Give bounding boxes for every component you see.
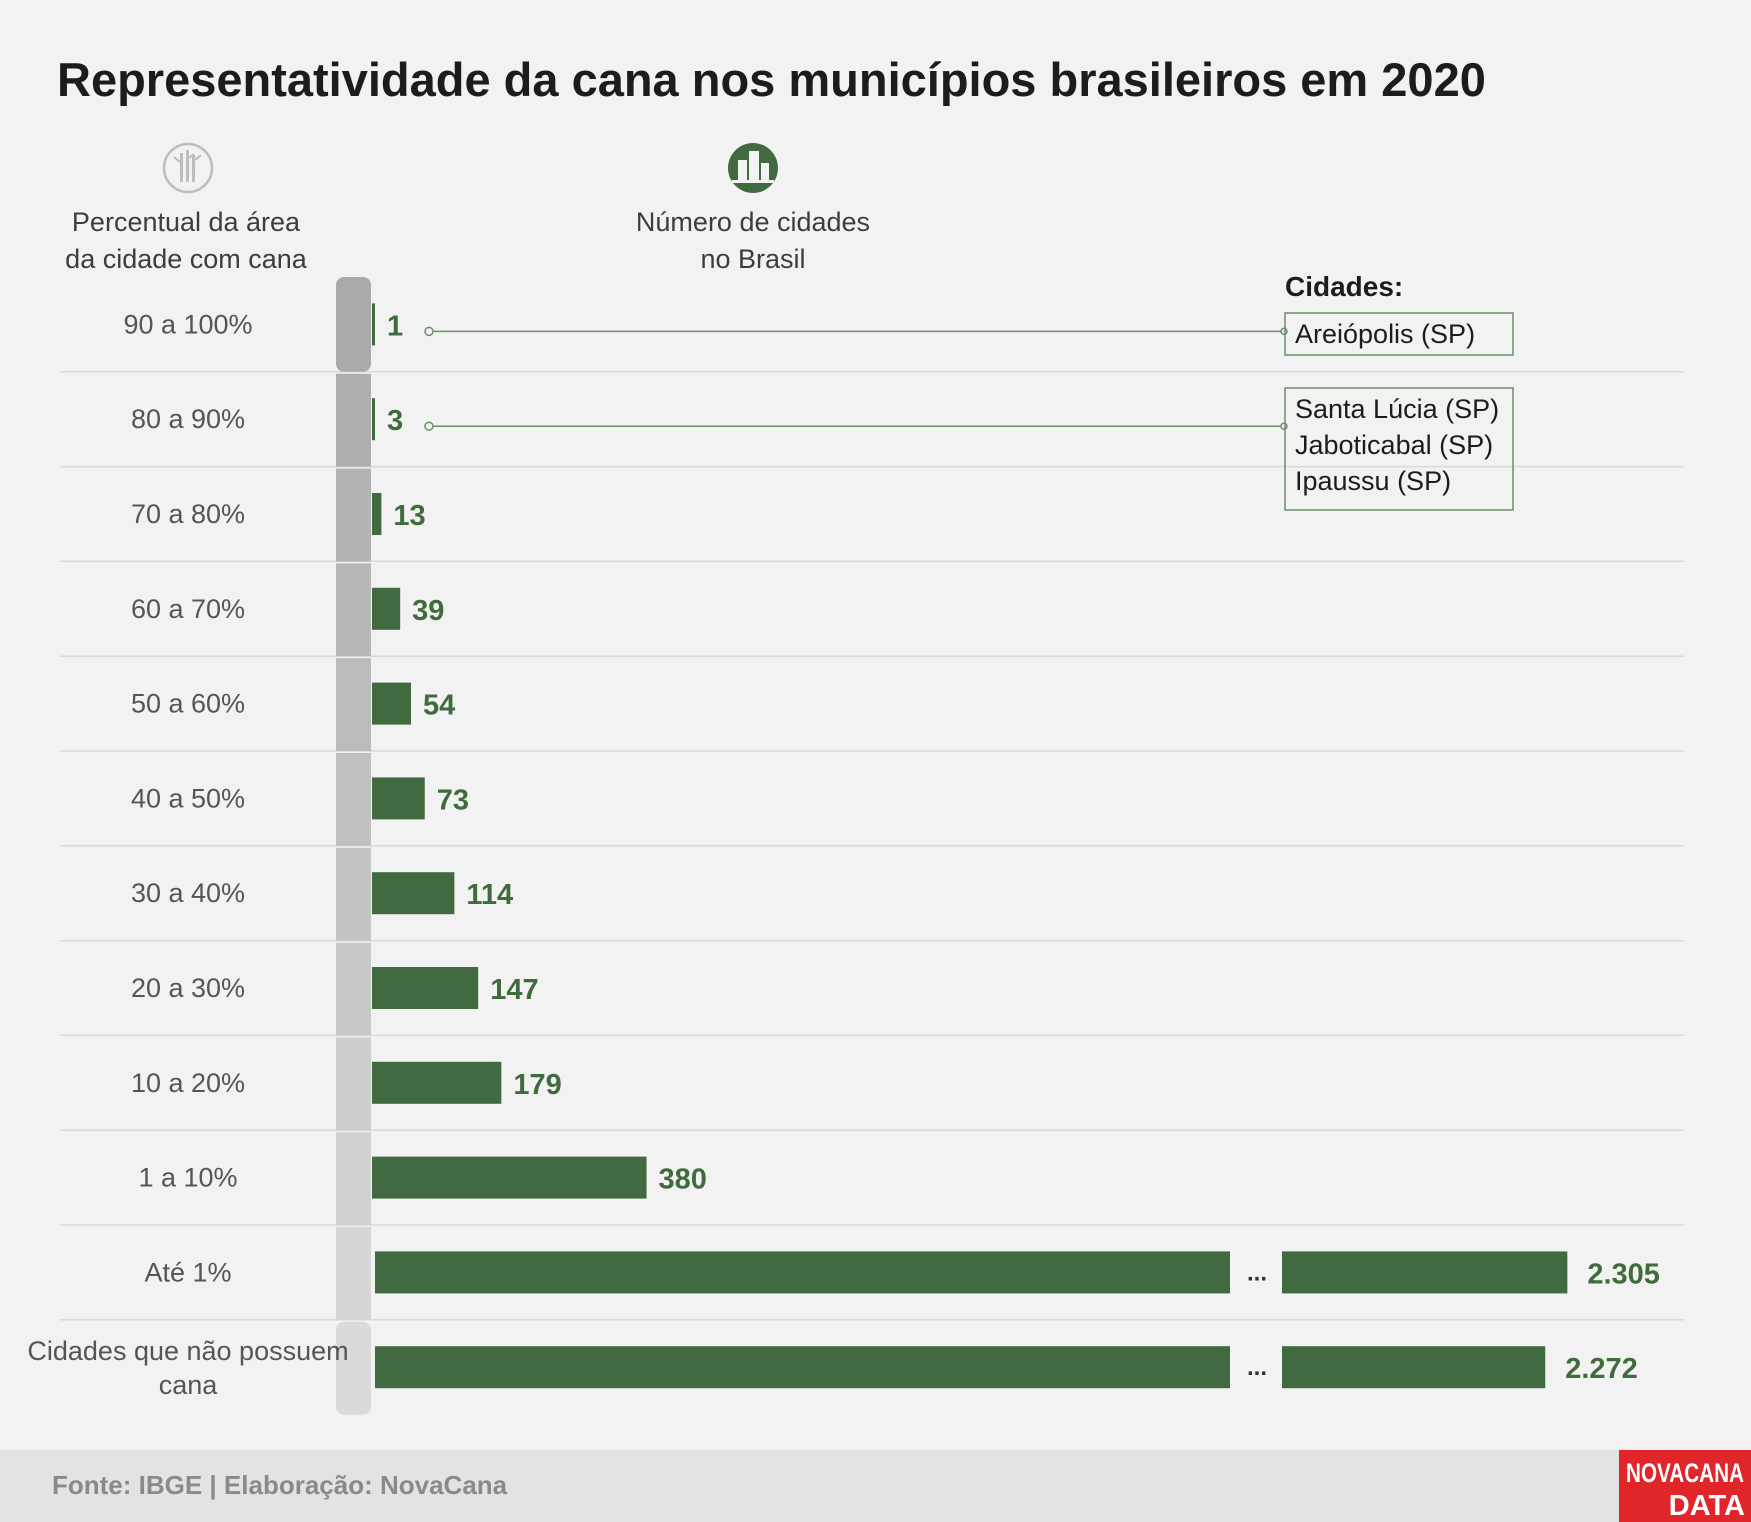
category-label: 50 a 60%	[131, 689, 245, 719]
category-label: 60 a 70%	[131, 594, 245, 624]
connector-dot	[1280, 327, 1288, 336]
city-name: Jaboticabal (SP)	[1295, 430, 1493, 460]
bar-segment-tail	[1282, 1346, 1546, 1389]
logo-line1: NOVACANA	[1626, 1458, 1744, 1488]
sugarcane-icon	[162, 142, 214, 194]
novacana-logo: NOVACANA DATA	[1619, 1450, 1751, 1522]
footer-source: Fonte: IBGE | Elaboração: NovaCana	[52, 1470, 508, 1500]
value-label: 3	[387, 405, 403, 437]
axis-break-symbol: ...	[1247, 1354, 1267, 1381]
category-band-segment	[336, 1227, 371, 1320]
value-label: 114	[466, 879, 513, 911]
connector-dot	[424, 326, 434, 337]
value-label: 380	[659, 1164, 707, 1196]
value-label: 73	[437, 784, 469, 816]
category-band-segment	[336, 753, 371, 846]
city-box	[1284, 387, 1514, 511]
category-label: Até 1%	[144, 1257, 231, 1287]
bar-segment-tail	[1282, 1251, 1568, 1294]
connector-dot	[1280, 422, 1288, 430]
bar	[372, 398, 375, 441]
category-label: 20 a 30%	[131, 973, 245, 1003]
category-band-segment	[336, 847, 371, 941]
category-band-segment	[336, 468, 371, 562]
value-label: 54	[423, 690, 455, 722]
bar	[372, 1061, 502, 1104]
category-label: 70 a 80%	[131, 499, 245, 529]
bar	[372, 967, 479, 1009]
bar	[372, 493, 382, 535]
value-label: 1	[387, 310, 403, 342]
category-label: 1 a 10%	[138, 1163, 237, 1193]
connector-dot	[424, 421, 434, 431]
footer-bar	[0, 1450, 1751, 1522]
city-name: Ipaussu (SP)	[1295, 466, 1451, 496]
value-label: 2.305	[1587, 1258, 1660, 1290]
category-band-segment	[336, 1132, 371, 1225]
axis-break-symbol: ...	[1247, 1259, 1267, 1286]
bars: ......	[372, 303, 1568, 1389]
city-name: Areiópolis (SP)	[1295, 319, 1475, 349]
category-label: 80 a 90%	[131, 404, 245, 434]
bar	[372, 587, 401, 630]
right-header-line2: no Brasil	[700, 244, 805, 274]
category-band-segment	[336, 373, 371, 467]
category-band-segment	[336, 1321, 371, 1415]
chart-title: Representatividade da cana nos município…	[57, 53, 1486, 106]
value-label: 39	[412, 595, 444, 627]
category-band-segment	[336, 563, 371, 657]
category-label: Cidades que não possuem cana	[27, 1336, 348, 1400]
logo-line2: DATA	[1669, 1490, 1745, 1522]
value-label: 2.272	[1565, 1353, 1638, 1385]
category-labels: 90 a 100% 80 a 90% 70 a 80% 60 a 70% 50 a 60…	[27, 309, 348, 1400]
category-band-segment	[336, 658, 371, 751]
value-label: 147	[490, 974, 538, 1006]
bar	[372, 872, 455, 915]
category-label: 10 a 20%	[131, 1068, 245, 1098]
bar	[372, 303, 375, 346]
category-band-segment	[336, 942, 371, 1036]
category-label: 90 a 100%	[123, 309, 252, 339]
value-label: 13	[393, 500, 425, 532]
category-label: 40 a 50%	[131, 783, 245, 813]
left-header-line1: Percentual da área	[72, 207, 301, 237]
bar	[372, 1156, 647, 1199]
left-header-line2: da cidade com cana	[65, 244, 308, 274]
city-buildings-icon	[728, 143, 778, 193]
city-box	[1284, 312, 1514, 356]
cities-title: Cidades:	[1285, 271, 1403, 302]
bar	[372, 777, 425, 820]
category-band-segment	[336, 1037, 371, 1131]
category-band	[336, 277, 371, 1415]
right-header-line1: Número de cidades	[636, 207, 870, 237]
bar	[372, 682, 412, 725]
category-band-segment	[336, 277, 371, 372]
category-label: 30 a 40%	[131, 878, 245, 908]
bar-segment-main	[375, 1251, 1230, 1294]
bar-segment-main	[375, 1346, 1230, 1389]
city-name: Santa Lúcia (SP)	[1295, 394, 1499, 424]
row-separators	[60, 371, 1684, 1321]
city-annotations: Areiópolis (SP) Santa Lúcia (SP) Jaboticab…	[424, 312, 1514, 511]
value-label: 179	[513, 1069, 561, 1101]
